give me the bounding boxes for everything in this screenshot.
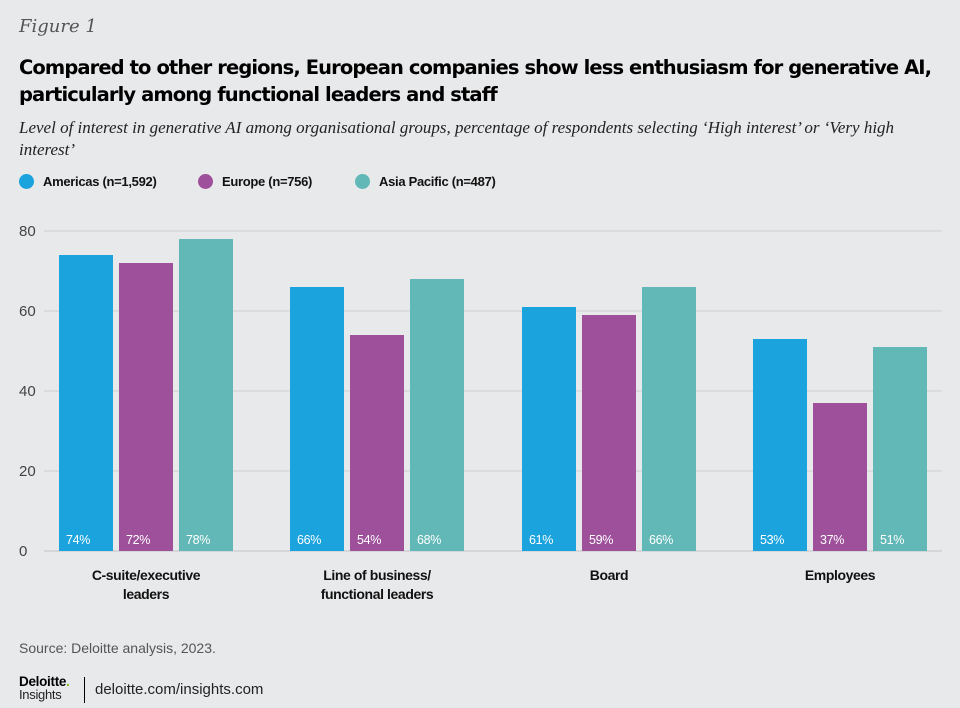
- y-tick-label: 80: [19, 223, 36, 240]
- bar: [59, 255, 113, 551]
- logo-name: Deloitte: [19, 674, 67, 689]
- bar-value-label: 53%: [760, 533, 784, 547]
- bar-value-label: 68%: [417, 533, 441, 547]
- bar: [179, 239, 233, 551]
- legend-label: Americas (n=1,592): [43, 174, 157, 189]
- figure-label: Figure 1: [19, 16, 97, 37]
- footer-divider: [84, 677, 85, 703]
- footer-url[interactable]: deloitte.com/insights.com: [95, 681, 264, 698]
- bar-value-label: 51%: [880, 533, 904, 547]
- legend-label: Asia Pacific (n=487): [379, 174, 496, 189]
- legend-swatch-europe: [198, 174, 213, 189]
- y-tick-label: 0: [19, 543, 27, 560]
- x-category-label: C-suite/executive: [92, 567, 201, 583]
- legend-swatch-asia-pacific: [355, 174, 370, 189]
- bar-value-label: 78%: [186, 533, 210, 547]
- bar: [410, 279, 464, 551]
- bar: [873, 347, 927, 551]
- bar-value-label: 66%: [297, 533, 321, 547]
- deloitte-insights-logo: Deloitte. Insights: [19, 675, 70, 701]
- source-note: Source: Deloitte analysis, 2023.: [19, 640, 216, 656]
- bar: [753, 339, 807, 551]
- x-category-label: functional leaders: [321, 586, 434, 602]
- bar-value-label: 59%: [589, 533, 613, 547]
- logo-dot: .: [66, 674, 70, 689]
- bar: [522, 307, 576, 551]
- bar-value-label: 66%: [649, 533, 673, 547]
- bar: [350, 335, 404, 551]
- legend-label: Europe (n=756): [222, 174, 313, 189]
- bar-value-label: 37%: [820, 533, 844, 547]
- x-category-label: Employees: [805, 567, 876, 583]
- bar: [813, 403, 867, 551]
- bar: [642, 287, 696, 551]
- bar-value-label: 74%: [66, 533, 90, 547]
- bar: [582, 315, 636, 551]
- x-category-label: Board: [590, 567, 628, 583]
- y-tick-label: 40: [19, 383, 36, 400]
- bar-value-label: 72%: [126, 533, 150, 547]
- legend-item-americas: Americas (n=1,592): [19, 174, 198, 189]
- legend-swatch-americas: [19, 174, 34, 189]
- chart-subtitle: Level of interest in generative AI among…: [19, 118, 895, 159]
- chart-title: Compared to other regions, European comp…: [19, 56, 932, 106]
- legend-item-asia-pacific: Asia Pacific (n=487): [355, 174, 496, 189]
- bar-value-label: 54%: [357, 533, 381, 547]
- bar-value-label: 61%: [529, 533, 553, 547]
- x-category-label: Line of business/: [323, 567, 431, 583]
- bar: [119, 263, 173, 551]
- y-tick-label: 20: [19, 463, 36, 480]
- x-category-label: leaders: [123, 586, 170, 602]
- legend-item-europe: Europe (n=756): [198, 174, 355, 189]
- bar: [290, 287, 344, 551]
- y-tick-label: 60: [19, 303, 36, 320]
- logo-sub: Insights: [19, 687, 62, 702]
- legend: Americas (n=1,592) Europe (n=756) Asia P…: [19, 174, 496, 189]
